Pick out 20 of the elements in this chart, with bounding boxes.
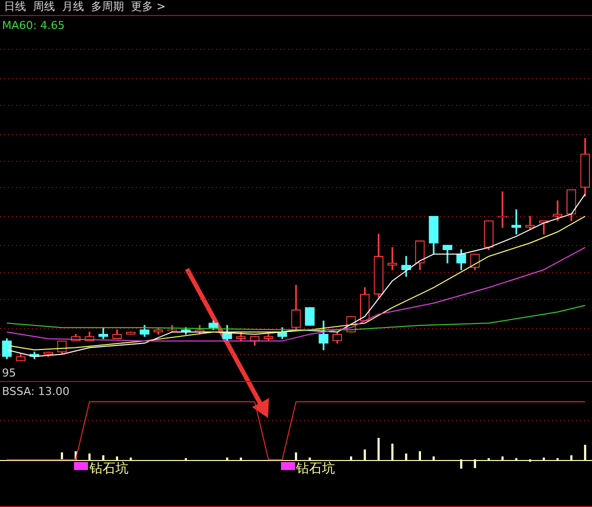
text: MA60: 4.65 (2, 19, 65, 32)
text: BSSA: 13.00 (2, 385, 70, 398)
bar (116, 456, 118, 460)
bar (405, 454, 408, 460)
bar (378, 438, 380, 460)
bar (432, 456, 435, 460)
bar (584, 444, 586, 460)
text: 95 (2, 366, 16, 380)
annotation: 钻石坑 (295, 462, 335, 477)
bar (460, 459, 462, 469)
bar (102, 455, 104, 460)
bar (294, 452, 298, 460)
bar (501, 456, 504, 460)
bar (364, 449, 366, 460)
bar (88, 454, 91, 460)
chart-subtitle: 日线 周线 月线 多周期 更多 > (0, 0, 592, 16)
bar (391, 444, 394, 460)
annotation: 钻石坑 (88, 462, 128, 477)
bar (418, 451, 421, 460)
bar (350, 456, 352, 460)
